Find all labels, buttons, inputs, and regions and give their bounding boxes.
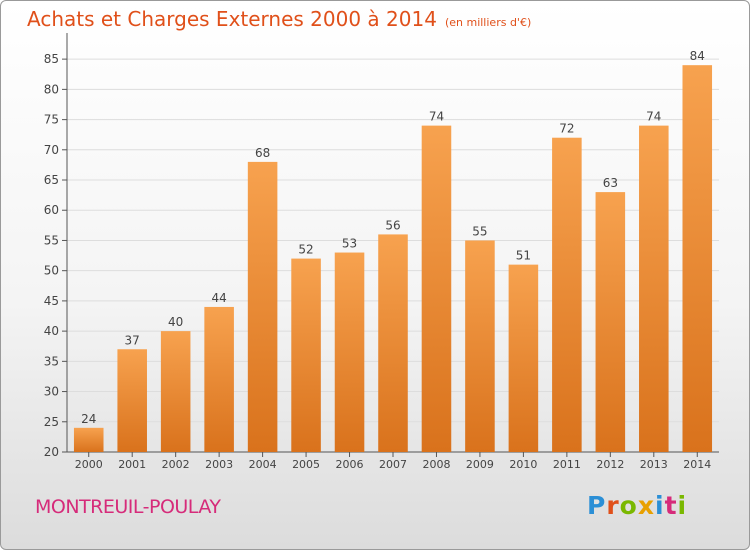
- bar-value-label: 84: [690, 49, 705, 63]
- y-tick-label: 70: [44, 143, 59, 157]
- bar: [117, 349, 147, 452]
- x-tick-label: 2000: [75, 458, 103, 471]
- x-tick-label: 2014: [683, 458, 711, 471]
- bar: [73, 427, 104, 452]
- logo-letter: i: [677, 491, 688, 520]
- bar-value-label: 24: [81, 412, 96, 426]
- data-labels: 24 37 40 44 68 52 53 56 74 55 51 72 63 74 84: [81, 49, 705, 426]
- bar-value-label: 52: [298, 243, 313, 257]
- bar: [204, 306, 234, 452]
- x-tick-label: 2003: [205, 458, 233, 471]
- y-tick-label: 20: [44, 445, 59, 459]
- bar: [378, 234, 408, 452]
- x-tick-label: 2008: [422, 458, 450, 471]
- x-tick-label: 2009: [466, 458, 494, 471]
- bar-value-label: 44: [211, 291, 226, 305]
- bar: [639, 125, 669, 452]
- logo-letter: i: [655, 491, 665, 520]
- chart-title: Achats et Charges Externes 2000 à 2014 (e…: [27, 7, 531, 31]
- bar-value-label: 74: [429, 110, 444, 124]
- bar: [682, 65, 713, 453]
- bar: [291, 258, 321, 452]
- logo-letter: t: [664, 491, 678, 520]
- y-tick-label: 40: [44, 324, 59, 338]
- axes: 20 25 30 35 40 45 50 55 60 65 70 75 80 85 2000 2001 2002…: [44, 33, 719, 471]
- x-tick-label: 2001: [118, 458, 146, 471]
- logo-letter: o: [619, 491, 638, 520]
- bar-value-label: 53: [342, 237, 357, 251]
- x-tick-label: 2005: [292, 458, 320, 471]
- x-tick-label: 2004: [249, 458, 277, 471]
- bar-value-label: 74: [646, 110, 661, 124]
- x-tick-label: 2006: [336, 458, 364, 471]
- city-name: MONTREUIL-POULAY: [35, 496, 221, 518]
- x-tick-label: 2010: [509, 458, 537, 471]
- bar-value-label: 40: [168, 315, 183, 329]
- bar-value-label: 37: [125, 333, 140, 347]
- y-tick-label: 55: [44, 233, 59, 247]
- x-tick-label: 2002: [162, 458, 190, 471]
- bar: [160, 331, 191, 452]
- bars: [73, 65, 713, 453]
- bar-value-label: 68: [255, 146, 270, 160]
- bar: [508, 264, 539, 452]
- logo-letter: x: [637, 491, 655, 520]
- y-tick-label: 45: [44, 294, 59, 308]
- y-tick-label: 50: [44, 264, 59, 278]
- x-tick-label: 2007: [379, 458, 407, 471]
- y-tick-label: 65: [44, 173, 59, 187]
- bar: [465, 240, 495, 452]
- logo-letter: P: [587, 491, 607, 520]
- y-tick-label: 30: [44, 385, 59, 399]
- x-tick-label: 2013: [640, 458, 668, 471]
- y-tick-label: 35: [44, 354, 59, 368]
- chart-subtitle: (en milliers d'€): [444, 16, 532, 29]
- proxiti-logo: Proxiti: [587, 491, 687, 520]
- y-tick-label: 60: [44, 203, 59, 217]
- bar: [552, 137, 582, 453]
- y-tick-label: 75: [44, 113, 59, 127]
- bar: [421, 125, 452, 452]
- logo-letter: r: [606, 491, 620, 520]
- bar: [247, 161, 278, 452]
- chart-title-text: Achats et Charges Externes 2000 à 2014: [27, 7, 437, 31]
- bar-value-label: 72: [559, 122, 574, 136]
- x-tick-label: 2012: [596, 458, 624, 471]
- y-tick-label: 80: [44, 82, 59, 96]
- bar-value-label: 63: [603, 176, 618, 190]
- bar-value-label: 51: [516, 249, 531, 263]
- y-tick-label: 85: [44, 52, 59, 66]
- bar-value-label: 56: [385, 218, 400, 232]
- bar: [334, 252, 365, 452]
- x-tick-label: 2011: [553, 458, 581, 471]
- bar: [595, 192, 626, 452]
- y-tick-label: 25: [44, 415, 59, 429]
- bar-value-label: 55: [472, 224, 487, 238]
